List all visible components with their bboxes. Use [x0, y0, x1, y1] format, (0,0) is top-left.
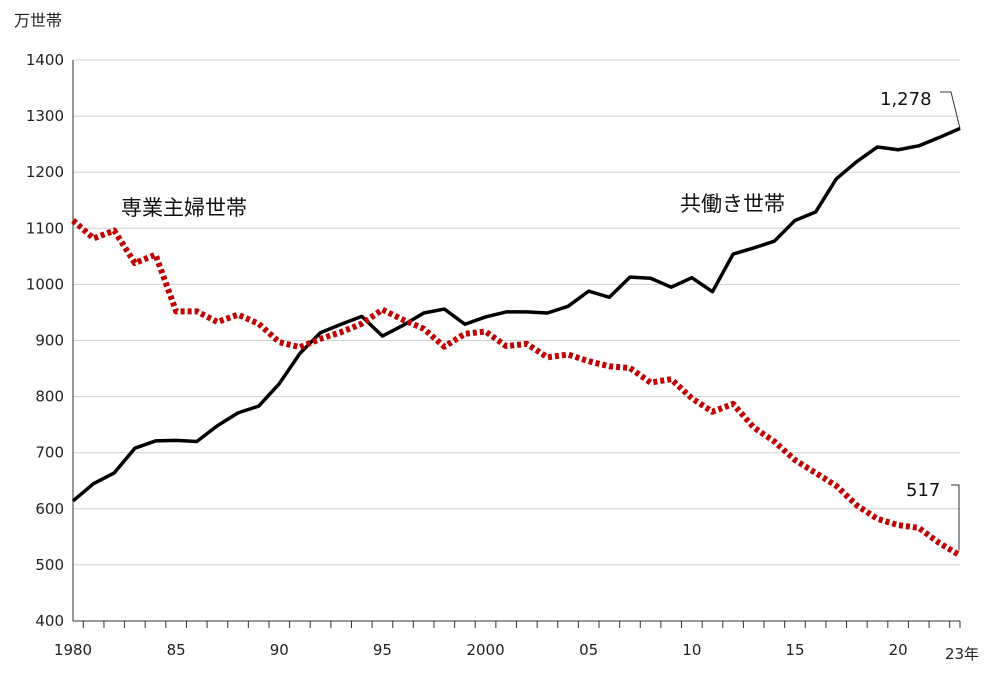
y-tick-label-1400: 1400: [26, 51, 64, 69]
series-line-dual-income: [71, 126, 961, 503]
axes: 400 500 600 700 800 900 1000 1100 1200 1300 1400 19…: [26, 51, 979, 663]
x-tick-label-1980: 1980: [54, 641, 92, 659]
labels: 万世帯 専業主婦世帯 共働き世帯 1,278 517: [14, 11, 961, 551]
series-label-dual-income: 共働き世帯: [680, 192, 785, 216]
y-tick-label-800: 800: [35, 388, 64, 406]
x-tick-label-1990: 90: [270, 641, 289, 659]
end-value-label-dual-income: 1,278: [880, 89, 932, 110]
x-tick-label-2023: 23年: [945, 645, 979, 663]
series-line-housewife: [71, 218, 962, 558]
y-tick-label-700: 700: [35, 444, 64, 462]
y-tick-label-900: 900: [35, 332, 64, 350]
x-tick-label-2020: 20: [889, 641, 908, 659]
y-axis-unit-label: 万世帯: [14, 11, 62, 30]
x-tick-label-1995: 95: [373, 641, 392, 659]
leader-line-dual-income: [940, 91, 961, 129]
x-tick-label-2005: 05: [579, 641, 598, 659]
y-tick-label-500: 500: [35, 556, 64, 574]
y-tick-label-400: 400: [35, 612, 64, 630]
series-label-housewife: 専業主婦世帯: [121, 196, 247, 220]
x-tick-label-2015: 15: [785, 641, 804, 659]
x-tick-label-2010: 10: [682, 641, 701, 659]
x-tick-label-1985: 85: [167, 641, 186, 659]
y-tick-label-1100: 1100: [26, 219, 64, 237]
leader-line-housewife: [951, 484, 960, 551]
y-tick-label-1200: 1200: [26, 163, 64, 181]
x-tick-label-2000: 2000: [466, 641, 504, 659]
y-tick-label-600: 600: [35, 500, 64, 518]
y-tick-label-1000: 1000: [26, 275, 64, 293]
gridlines: [73, 59, 960, 566]
series: [71, 126, 962, 558]
end-value-label-housewife: 517: [906, 480, 940, 501]
y-tick-label-1300: 1300: [26, 107, 64, 125]
